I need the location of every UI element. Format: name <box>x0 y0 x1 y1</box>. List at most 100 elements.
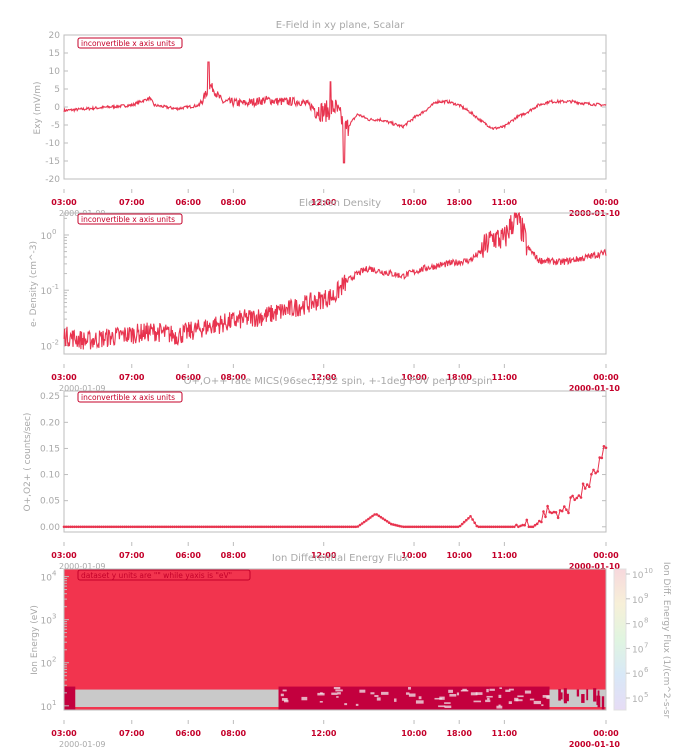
y-tick-label: 15 <box>49 49 60 59</box>
spectrogram-texture <box>281 698 288 701</box>
y-tick-label: -15 <box>45 157 60 167</box>
spectrogram-texture <box>496 705 503 709</box>
spectrogram-speck <box>563 688 567 702</box>
spectrogram-texture <box>462 688 467 691</box>
y-tick-label: 0.20 <box>40 418 60 428</box>
x-tick-label: 10:00 <box>401 373 427 382</box>
panel-oxygen-frame <box>63 390 607 533</box>
x-tick-label: 07:00 <box>119 551 145 560</box>
spectrogram-texture <box>355 703 359 706</box>
spectrogram-texture <box>376 697 381 701</box>
colorbar-tick-exponent: 8 <box>644 617 648 625</box>
panel-density-warning: inconvertible x axis units <box>77 213 183 225</box>
panel-ion-flux-frame <box>63 568 607 711</box>
svg-text:inconvertible x axis units: inconvertible x axis units <box>81 393 175 402</box>
spectrogram-texture <box>405 692 410 695</box>
spectrogram-texture <box>317 692 325 696</box>
y-tick-exponent: -1 <box>52 283 59 291</box>
y-tick-label: 10 <box>41 703 53 713</box>
x-tick-label: 18:00 <box>446 373 472 382</box>
y-tick-label: 20 <box>49 31 61 41</box>
spectrogram-texture <box>336 696 339 698</box>
x-tick-label: 06:00 <box>175 373 201 382</box>
panel-efield-y-axis: 20 15 10 5 0 -5 -10 -15 -20 <box>45 31 606 185</box>
spectrogram-texture <box>470 692 478 696</box>
x-tick-label: 12:00 <box>311 198 337 207</box>
x-tick-label: 11:00 <box>492 729 518 738</box>
spectrogram-texture <box>498 704 501 707</box>
spectrogram-texture <box>456 692 460 696</box>
x-tick-label: 12:00 <box>311 729 337 738</box>
x-tick-label: 12:00 <box>311 551 337 560</box>
spectrogram-texture <box>370 692 375 695</box>
spectrogram-texture <box>408 693 416 697</box>
spectrogram-texture <box>418 696 422 700</box>
panel-oxygen-series <box>62 445 608 529</box>
x-tick-label: 03:00 <box>51 729 77 738</box>
spectrogram-texture <box>381 691 389 695</box>
colorbar-tick-label: 10 <box>632 695 644 705</box>
x-tick-label: 18:00 <box>446 729 472 738</box>
panel-ion-flux-spectrogram <box>64 569 606 711</box>
spectrogram-speck <box>581 694 585 703</box>
x-tick-label: 10:00 <box>401 729 427 738</box>
spectrogram-texture <box>337 692 341 695</box>
spectrogram-texture <box>533 700 542 705</box>
panel-oxygen-ylabel: O+,O2+ ( counts/sec) <box>23 413 33 512</box>
spectrogram-texture <box>331 692 338 695</box>
y-tick-label: 10 <box>41 660 53 670</box>
y-tick-exponent: 4 <box>52 570 57 578</box>
y-tick-label: -10 <box>45 139 60 149</box>
colorbar-tick-exponent: 9 <box>644 592 648 600</box>
oxygen-series-line <box>64 445 607 528</box>
x-tick-label: 00:00 <box>593 551 619 560</box>
efield-series-line <box>63 61 607 164</box>
spectrogram-texture <box>335 689 343 692</box>
x-tick-label: 08:00 <box>221 729 247 738</box>
x-tick-label: 11:00 <box>492 373 518 382</box>
spectrogram-speck <box>586 689 589 701</box>
x-axis-start-date: 2000-01-09 <box>59 740 106 749</box>
y-tick-label: -5 <box>51 121 60 131</box>
spectrogram-speck <box>576 689 580 697</box>
spectrogram-speck <box>596 695 600 706</box>
spectrogram-texture <box>515 699 523 702</box>
x-tick-label: 07:00 <box>119 373 145 382</box>
spectrogram-texture <box>485 699 491 703</box>
y-tick-exponent: 0 <box>52 228 56 236</box>
x-axis-start-date: 2000-01-09 <box>59 562 106 571</box>
spectrogram-texture <box>487 697 490 700</box>
x-tick-label: 18:00 <box>446 198 472 207</box>
panel-efield-ylabel: Exy (mV/m) <box>33 82 43 135</box>
panel-ion-flux-ylabel: Ion Energy (eV) <box>30 605 40 675</box>
spectrogram-texture <box>374 695 379 697</box>
spectrogram-gray-band-right <box>549 689 606 707</box>
y-tick-label: 10 <box>41 342 53 352</box>
colorbar-tick-label: 10 <box>632 596 644 606</box>
x-tick-label: 10:00 <box>401 551 427 560</box>
spectrogram-speck <box>560 692 563 700</box>
panel-ion-flux-title: Ion Differential Energy Flux <box>272 553 408 564</box>
x-tick-label: 07:00 <box>119 729 145 738</box>
y-tick-exponent: 3 <box>52 613 56 621</box>
panel-efield-series <box>63 61 607 164</box>
panel-density-series <box>63 212 607 350</box>
spectrogram-texture <box>408 686 411 690</box>
colorbar-tick-exponent: 6 <box>644 666 649 674</box>
spectrogram-low-energy-dark <box>64 686 76 710</box>
panel-ion-flux-warning: dataset y units are "" while yaxis is "e… <box>77 569 251 581</box>
spectrogram-texture <box>508 701 512 704</box>
spectrogram-texture <box>505 689 511 692</box>
x-tick-label: 03:00 <box>51 551 77 560</box>
y-tick-label: 0 <box>54 103 60 113</box>
panel-density-ylabel: e- Density (cm^-3) <box>29 241 39 327</box>
spectrogram-texture <box>283 699 289 703</box>
x-tick-label: 08:00 <box>221 551 247 560</box>
x-tick-label: 00:00 <box>593 729 619 738</box>
spectrogram-texture <box>529 698 535 701</box>
panel-oxygen-y-axis: 0.25 0.20 0.15 0.10 0.05 0.00 <box>40 392 606 533</box>
spectrogram-speck <box>566 693 569 702</box>
colorbar-tick-exponent: 10 <box>644 567 653 575</box>
